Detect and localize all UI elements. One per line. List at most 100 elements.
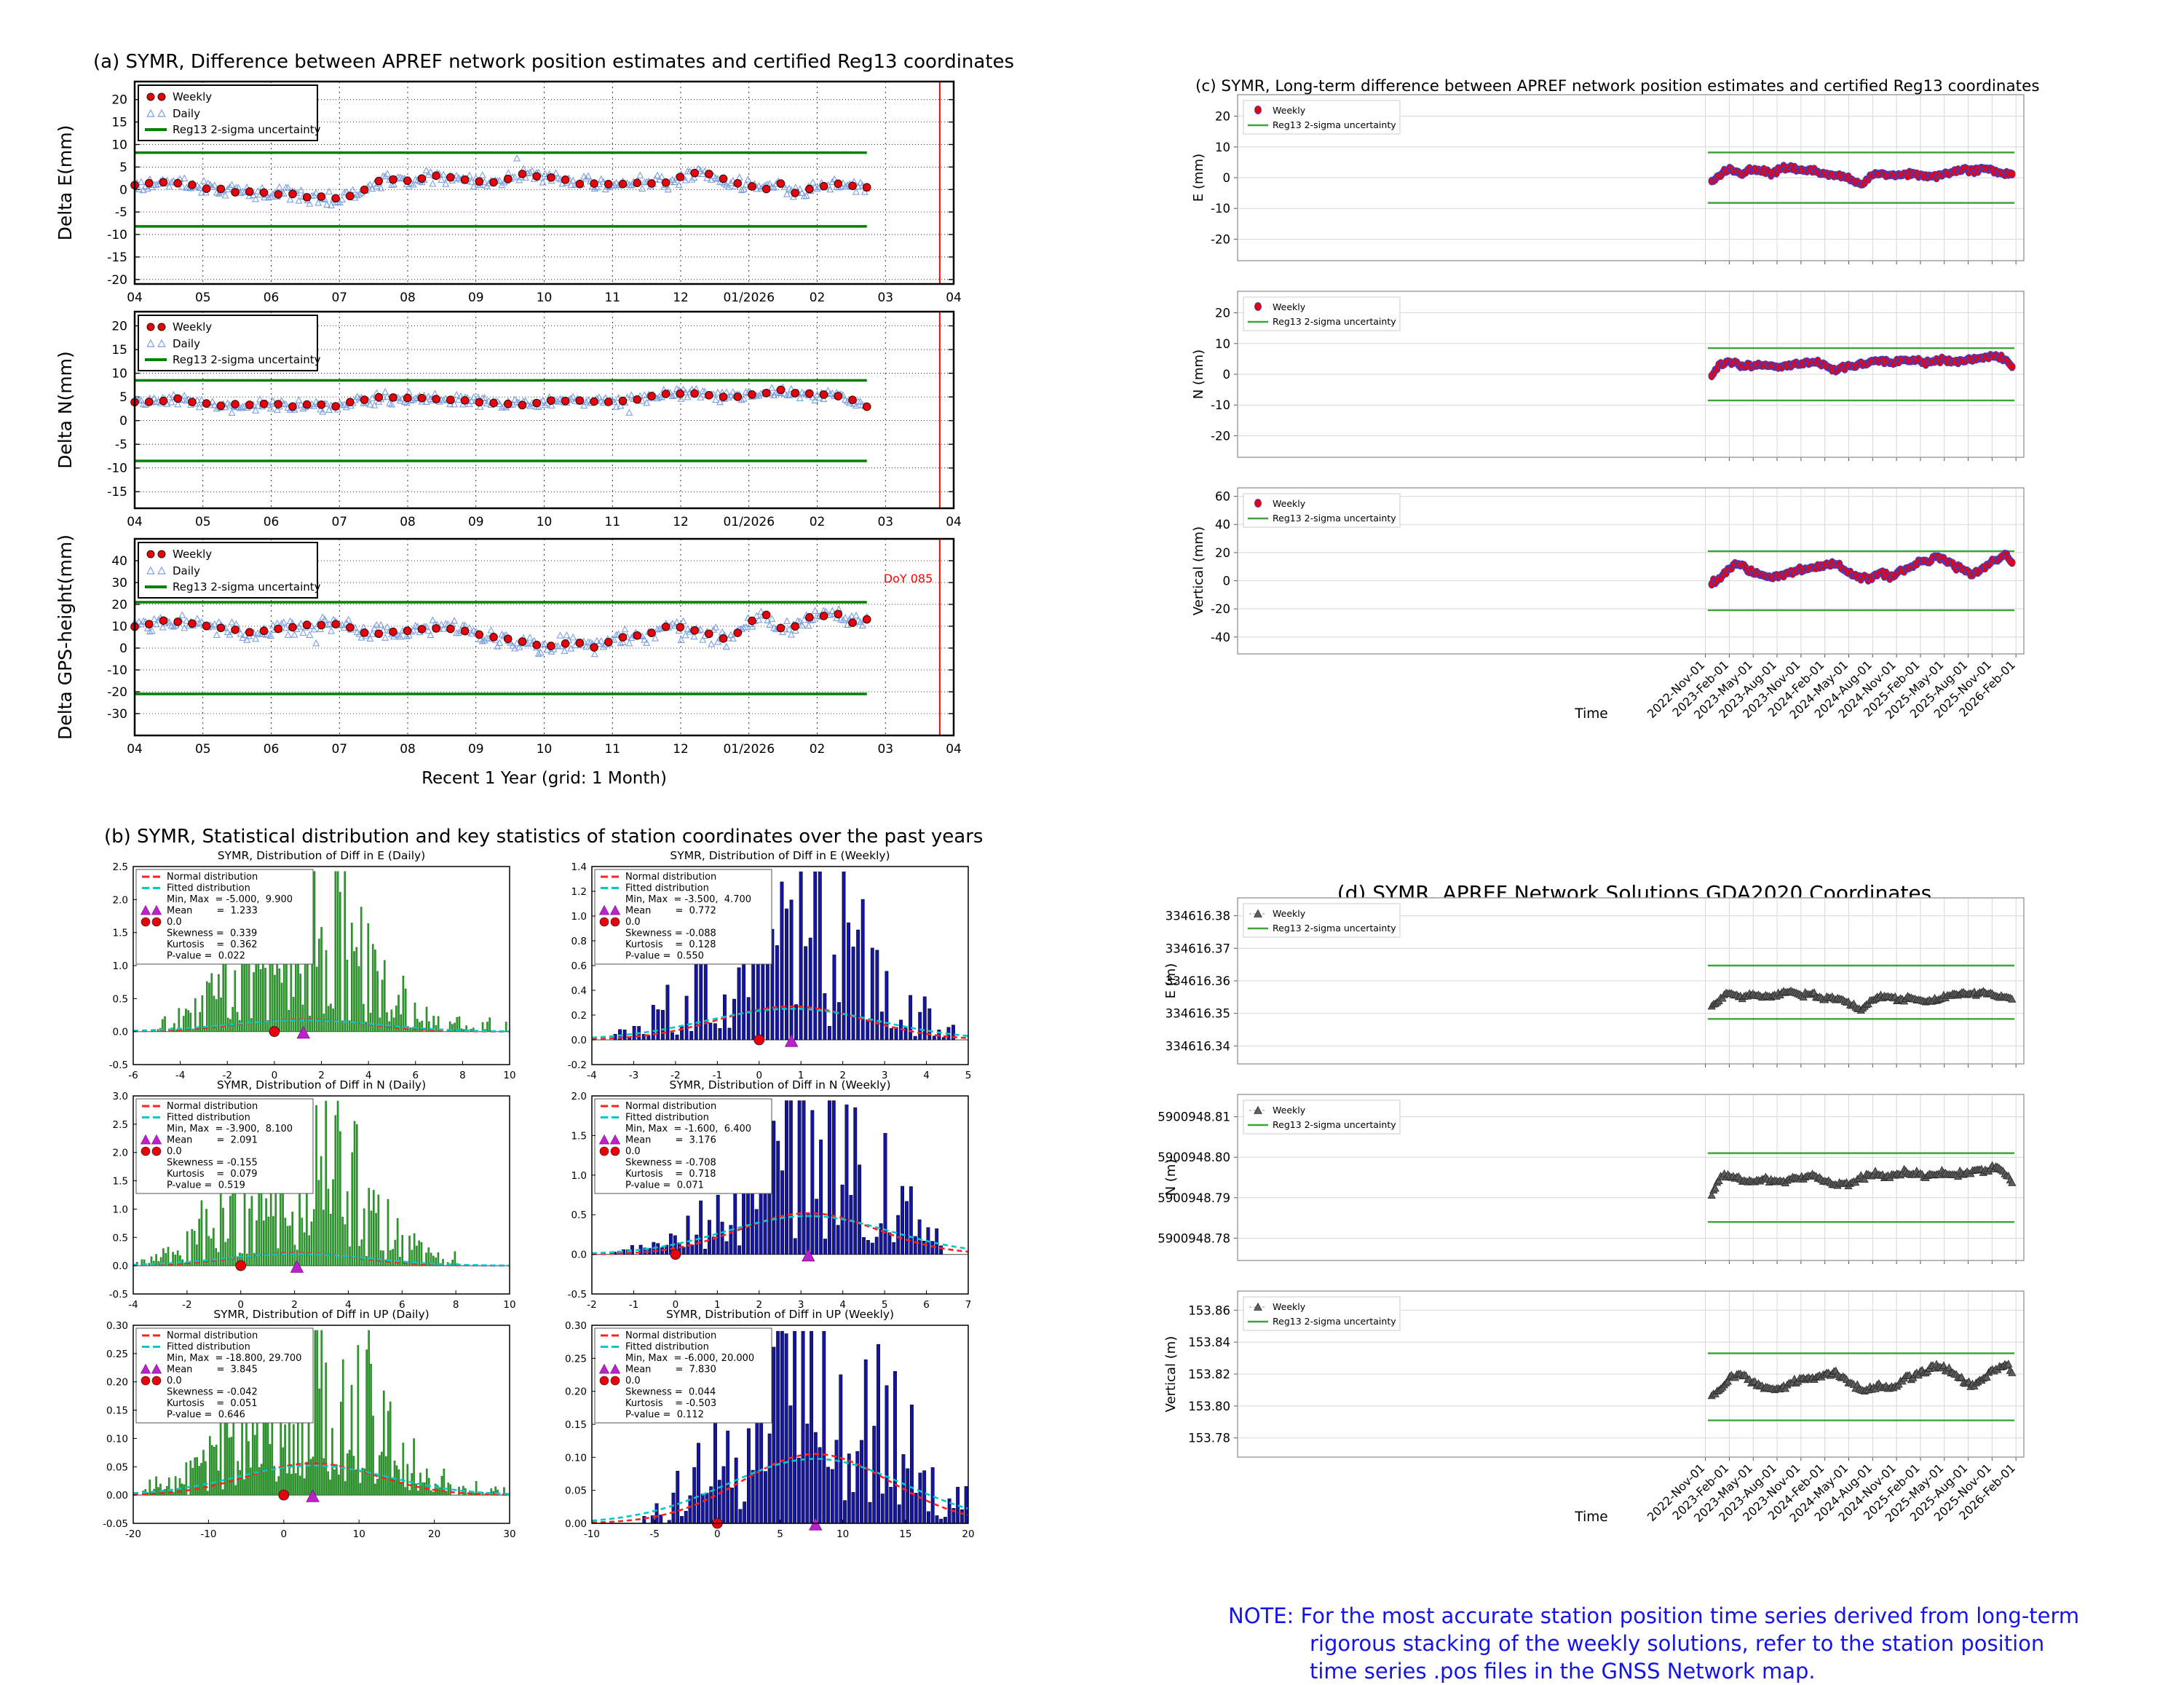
svg-text:10: 10 — [111, 620, 127, 634]
svg-text:1.0: 1.0 — [113, 960, 128, 972]
weekly-series — [1708, 549, 2016, 589]
svg-text:60: 60 — [1215, 490, 1230, 504]
svg-text:Normal distribution: Normal distribution — [625, 1330, 716, 1341]
svg-text:0.15: 0.15 — [106, 1405, 128, 1417]
svg-text:Weekly: Weekly — [173, 90, 212, 103]
svg-text:-15: -15 — [107, 485, 127, 500]
svg-text:7: 7 — [965, 1299, 972, 1311]
svg-text:-4: -4 — [175, 1070, 185, 1081]
distribution-curve — [132, 1464, 510, 1496]
svg-text:2: 2 — [839, 1070, 846, 1081]
svg-text:2.5: 2.5 — [113, 1119, 128, 1131]
svg-text:5900948.79: 5900948.79 — [1158, 1191, 1230, 1205]
svg-text:Skewness = 0.339: Skewness = 0.339 — [167, 928, 257, 939]
svg-text:P-value = 0.646: P-value = 0.646 — [167, 1410, 245, 1421]
svg-text:334616.37: 334616.37 — [1166, 942, 1230, 955]
svg-text:40: 40 — [1215, 518, 1230, 532]
svg-text:0.10: 0.10 — [106, 1433, 128, 1445]
c-legend: Weekly Reg13 2-sigma uncertainty — [1243, 100, 1401, 135]
svg-text:12: 12 — [673, 515, 689, 529]
panel-d-chart: 334616.38 334616.37 334616.36 334616.35 3346… — [1158, 897, 2025, 1525]
svg-text:-10: -10 — [584, 1528, 600, 1540]
panel-c-chart: 20 10 0 -10 -20 Weekly Reg13 2-sigma uncertain… — [1191, 94, 2025, 722]
svg-text:06: 06 — [264, 742, 280, 757]
svg-text:1.0: 1.0 — [113, 1204, 128, 1215]
svg-text:Mean = 3.176: Mean = 3.176 — [625, 1135, 716, 1146]
svg-text:0.15: 0.15 — [565, 1419, 587, 1431]
a-legend: Weekly Daily Reg13 2-sigma uncertainty — [138, 315, 321, 371]
svg-text:4: 4 — [345, 1299, 352, 1311]
svg-text:SYMR, Distribution of Diff in: SYMR, Distribution of Diff in E (Daily) — [218, 849, 425, 862]
svg-text:0: 0 — [673, 1299, 679, 1311]
svg-text:20: 20 — [1215, 307, 1230, 320]
svg-text:Min, Max = -5.000, 9.900: Min, Max = -5.000, 9.900 — [167, 894, 293, 905]
svg-text:0.30: 0.30 — [106, 1320, 128, 1332]
svg-text:Mean = 2.091: Mean = 2.091 — [167, 1135, 258, 1146]
svg-text:02: 02 — [810, 291, 826, 305]
svg-text:Daily: Daily — [173, 564, 200, 577]
svg-text:0.0: 0.0 — [625, 1146, 641, 1157]
note-line-3: time series .pos files in the GNSS Netwo… — [1310, 1659, 1816, 1684]
weekly-series — [130, 168, 871, 203]
svg-text:08: 08 — [400, 291, 416, 305]
svg-text:0: 0 — [119, 183, 127, 197]
svg-text:Skewness = -0.042: Skewness = -0.042 — [167, 1387, 258, 1398]
svg-text:04: 04 — [127, 291, 143, 305]
svg-text:0.5: 0.5 — [113, 993, 128, 1005]
svg-text:6: 6 — [412, 1070, 419, 1081]
svg-text:0: 0 — [714, 1528, 721, 1540]
svg-text:Reg13 2-sigma uncertainty: Reg13 2-sigma uncertainty — [173, 353, 321, 366]
svg-text:Reg13 2-sigma uncertainty: Reg13 2-sigma uncertainty — [1273, 119, 1396, 130]
svg-text:11: 11 — [604, 515, 620, 529]
svg-text:0.0: 0.0 — [625, 917, 641, 928]
svg-text:-0.5: -0.5 — [109, 1059, 128, 1071]
svg-text:Fitted distribution: Fitted distribution — [167, 883, 250, 894]
zero-marker — [753, 1034, 765, 1046]
svg-text:334616.34: 334616.34 — [1166, 1039, 1230, 1053]
svg-text:0.2: 0.2 — [571, 1010, 587, 1022]
svg-text:5: 5 — [119, 390, 127, 405]
svg-text:20: 20 — [962, 1528, 974, 1540]
svg-text:Mean = 0.772: Mean = 0.772 — [625, 906, 716, 917]
svg-text:2: 2 — [291, 1299, 298, 1311]
svg-text:-3: -3 — [629, 1070, 638, 1081]
daily-series — [131, 383, 871, 416]
svg-text:-30: -30 — [107, 707, 127, 722]
svg-text:10: 10 — [537, 515, 553, 529]
svg-text:Mean = 7.830: Mean = 7.830 — [625, 1365, 716, 1376]
svg-text:30: 30 — [111, 576, 127, 591]
svg-text:153.82: 153.82 — [1188, 1368, 1230, 1381]
svg-text:2.0: 2.0 — [113, 894, 128, 906]
svg-text:1.0: 1.0 — [571, 1170, 587, 1182]
c-subplot-0: 20 10 0 -10 -20 Weekly Reg13 2-sigma uncertain… — [1191, 94, 2025, 264]
svg-text:Reg13 2-sigma uncertainty: Reg13 2-sigma uncertainty — [1273, 316, 1396, 327]
svg-text:-0.05: -0.05 — [103, 1518, 128, 1530]
svg-text:06: 06 — [264, 515, 280, 529]
svg-text:01/2026: 01/2026 — [723, 742, 775, 757]
svg-text:Normal distribution: Normal distribution — [167, 872, 258, 883]
svg-text:Weekly: Weekly — [1273, 105, 1306, 116]
svg-text:3: 3 — [882, 1070, 888, 1081]
svg-text:-2: -2 — [587, 1299, 596, 1311]
svg-text:Delta N(mm): Delta N(mm) — [55, 351, 76, 469]
svg-text:20: 20 — [111, 598, 127, 612]
svg-text:0.0: 0.0 — [113, 1260, 128, 1272]
a-subplot-1: 20 15 10 5 0 -5 -10 -15 04 05 06 07 08 09 10 11 12 01/202… — [55, 310, 962, 529]
svg-text:SYMR, Distribution of Diff in: SYMR, Distribution of Diff in UP (Weekly… — [666, 1308, 894, 1321]
b-subplot-1: SYMR, Distribution of Diff in E (Weekly)… — [568, 849, 972, 1081]
panel-a-title: (a) SYMR, Difference between APREF netwo… — [93, 51, 1015, 73]
svg-text:12: 12 — [673, 742, 689, 757]
svg-text:10: 10 — [537, 742, 553, 757]
svg-text:DoY 085: DoY 085 — [884, 572, 933, 585]
distribution-curve — [591, 1212, 969, 1255]
svg-text:0.0: 0.0 — [113, 1027, 128, 1038]
svg-text:1.4: 1.4 — [571, 861, 587, 873]
zero-marker — [670, 1249, 681, 1260]
svg-text:153.80: 153.80 — [1188, 1400, 1230, 1413]
svg-text:Recent 1 Year (grid: 1 Month): Recent 1 Year (grid: 1 Month) — [422, 769, 667, 788]
svg-text:04: 04 — [946, 742, 962, 757]
zero-marker — [278, 1489, 290, 1501]
